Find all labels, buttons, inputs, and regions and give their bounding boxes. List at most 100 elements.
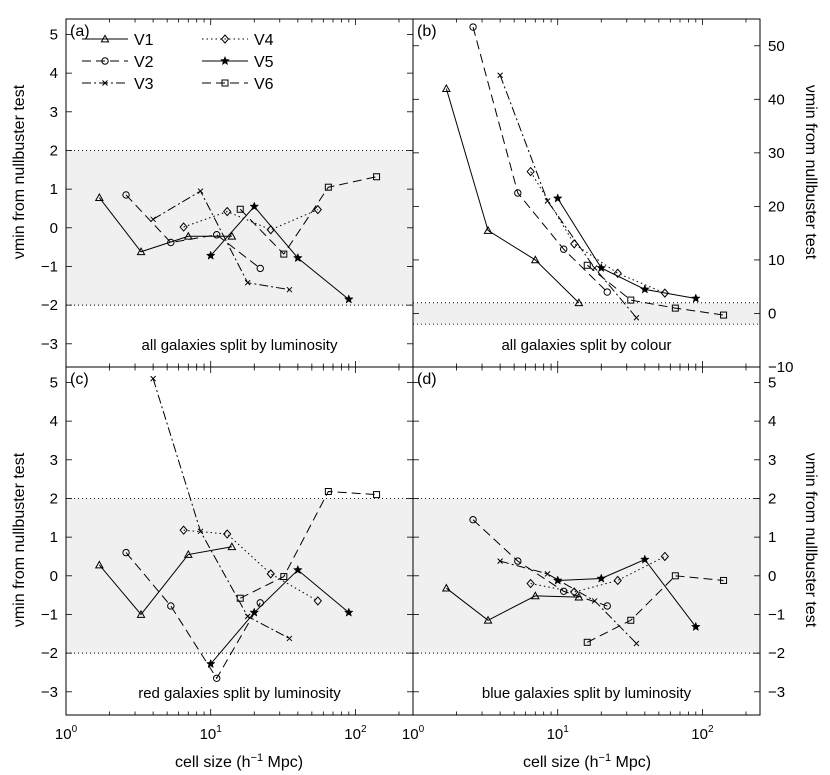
y-tick-label: 2: [768, 490, 776, 507]
data-point-v1: [483, 225, 493, 234]
data-point-v6: [280, 573, 288, 581]
y-tick-label: 0: [50, 220, 58, 237]
data-point-v4: [660, 551, 670, 562]
data-point-v5: [552, 575, 563, 585]
series-line-v2: [472, 26, 608, 293]
data-point-v3: [497, 72, 503, 79]
legend-label: V2: [134, 54, 154, 71]
data-point-v1: [227, 542, 237, 551]
data-point-v2: [514, 189, 522, 197]
y-tick-label: −1: [768, 606, 785, 623]
data-point-v6: [583, 638, 591, 646]
y-tick-label: 3: [768, 452, 776, 469]
data-point-v5: [249, 201, 260, 211]
data-point-v3: [633, 640, 640, 647]
data-point-v2: [559, 245, 568, 253]
data-point-v6: [720, 311, 728, 319]
triangle-marker: [100, 34, 110, 43]
data-point-v4: [526, 166, 535, 177]
square-marker: [221, 79, 229, 87]
legend-entry: V2: [82, 54, 154, 71]
y-axis-label: νmin from nullbuster test: [802, 453, 819, 628]
y-tick-label: −2: [41, 297, 58, 314]
series-line-v6: [586, 264, 724, 316]
data-point-v4: [570, 239, 579, 249]
data-point-v1: [94, 560, 104, 569]
y-tick-label: −2: [41, 645, 58, 662]
series-line-v6: [239, 176, 377, 255]
data-point-v4: [223, 529, 232, 539]
data-point-v5: [690, 621, 701, 632]
data-point-v5: [596, 573, 607, 583]
data-point-v2: [167, 238, 175, 247]
data-point-v4: [223, 206, 232, 217]
y-tick-label: 4: [768, 413, 776, 430]
legend-label: V4: [254, 32, 274, 49]
data-point-v5: [292, 252, 303, 263]
y-tick-label: 3: [50, 104, 58, 121]
x-tick-label: 102: [691, 724, 714, 743]
y-tick-label: 1: [768, 529, 776, 546]
data-point-v2: [603, 288, 611, 296]
data-point-v6: [324, 183, 332, 191]
series-line-v3: [152, 190, 290, 291]
data-point-v5: [639, 554, 650, 564]
significance-band: [66, 150, 413, 306]
y-tick-label: 40: [768, 91, 785, 108]
data-point-v3: [150, 216, 156, 223]
x-tick-label: 100: [55, 724, 78, 743]
data-point-v5: [205, 250, 216, 260]
data-point-v2: [469, 516, 477, 524]
data-point-v5: [343, 294, 354, 304]
series-line-v5: [557, 558, 697, 628]
chart-panel: −3 −2 −1 0 1 2 3 4 5 (a) all galaxies split by lum…: [41, 18, 414, 368]
data-point-v2: [212, 674, 221, 682]
data-point-v4: [266, 569, 275, 579]
data-point-v3: [633, 314, 640, 321]
data-point-v5: [343, 607, 354, 617]
y-tick-label: 0: [768, 305, 776, 322]
panel-label: (d): [417, 371, 437, 388]
data-point-v2: [514, 557, 522, 565]
data-point-v1: [530, 255, 540, 264]
legend-label: V1: [134, 32, 154, 49]
series-line-v5: [557, 198, 696, 299]
significance-band: [413, 498, 760, 654]
data-point-v1: [441, 83, 451, 92]
data-point-v2: [122, 548, 130, 557]
circle-marker: [101, 57, 109, 65]
data-point-v3: [497, 558, 503, 564]
panel-label: (b): [417, 23, 437, 40]
data-point-v6: [236, 205, 244, 213]
data-point-v1: [483, 615, 493, 624]
y-tick-label: 2: [50, 490, 58, 507]
data-point-v6: [720, 576, 728, 584]
series-line-v2: [472, 519, 608, 607]
data-point-v4: [660, 288, 670, 298]
data-point-v4: [613, 575, 622, 586]
panel-label: (c): [70, 371, 89, 388]
data-point-v6: [671, 304, 679, 312]
y-tick-label: 1: [50, 529, 58, 546]
legend-entry: V3: [82, 76, 154, 93]
data-point-v2: [559, 587, 568, 595]
significance-band: [413, 302, 760, 325]
series-line-v3: [499, 560, 637, 644]
y-axis-label: νmin from nullbuster test: [11, 84, 28, 259]
y-tick-label: 50: [768, 38, 785, 55]
series-line-v4: [530, 171, 666, 294]
series-line-v4: [183, 209, 319, 231]
data-point-v2: [469, 23, 477, 31]
data-point-v3: [286, 635, 293, 642]
data-point-v6: [280, 250, 288, 258]
data-point-v6: [627, 616, 635, 624]
data-point-v2: [212, 231, 221, 239]
data-point-v6: [373, 491, 381, 499]
x-tick-label: 101: [200, 724, 223, 743]
data-point-v4: [613, 268, 622, 279]
legend-entry: V6: [202, 76, 274, 93]
data-point-v4: [179, 525, 188, 535]
data-point-v6: [671, 572, 679, 580]
data-point-v2: [603, 602, 611, 610]
series-line-v1: [446, 587, 579, 621]
